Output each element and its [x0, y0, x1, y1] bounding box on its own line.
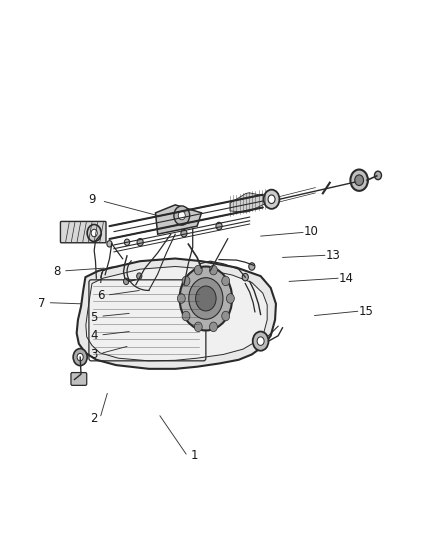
Text: 6: 6 — [97, 289, 105, 302]
Circle shape — [73, 349, 87, 366]
Circle shape — [216, 222, 222, 230]
Circle shape — [77, 353, 83, 361]
Text: 13: 13 — [325, 249, 340, 262]
Text: 10: 10 — [304, 225, 318, 238]
FancyBboxPatch shape — [60, 221, 106, 243]
Text: 14: 14 — [339, 272, 353, 285]
Circle shape — [268, 195, 275, 204]
Circle shape — [249, 263, 255, 270]
Polygon shape — [77, 259, 276, 369]
Circle shape — [209, 265, 217, 275]
Circle shape — [137, 273, 142, 279]
Text: 8: 8 — [53, 265, 60, 278]
Circle shape — [181, 230, 187, 237]
Circle shape — [257, 337, 264, 345]
Circle shape — [124, 239, 130, 246]
Circle shape — [137, 238, 143, 246]
Text: 3: 3 — [91, 348, 98, 361]
Circle shape — [350, 169, 368, 191]
Polygon shape — [155, 205, 201, 234]
Text: 5: 5 — [91, 311, 98, 324]
Circle shape — [222, 311, 230, 321]
Circle shape — [189, 278, 223, 319]
Circle shape — [182, 276, 190, 286]
Circle shape — [374, 171, 381, 180]
Circle shape — [124, 278, 129, 285]
FancyBboxPatch shape — [71, 373, 87, 385]
Circle shape — [222, 276, 230, 286]
Circle shape — [174, 206, 190, 225]
Polygon shape — [86, 266, 267, 361]
Text: 15: 15 — [358, 305, 373, 318]
Circle shape — [209, 322, 217, 332]
Circle shape — [178, 211, 185, 220]
Circle shape — [355, 175, 364, 185]
Circle shape — [194, 322, 202, 332]
Circle shape — [264, 190, 279, 209]
Text: 2: 2 — [90, 412, 98, 425]
Circle shape — [107, 240, 112, 247]
Circle shape — [242, 273, 248, 281]
Text: 9: 9 — [88, 193, 96, 206]
Circle shape — [226, 294, 234, 303]
Text: 1: 1 — [191, 449, 199, 462]
Circle shape — [196, 286, 216, 311]
Circle shape — [177, 294, 185, 303]
Text: 7: 7 — [38, 297, 46, 310]
Polygon shape — [230, 193, 265, 212]
Circle shape — [182, 311, 190, 321]
Circle shape — [91, 229, 97, 237]
Circle shape — [253, 332, 268, 351]
Circle shape — [180, 266, 232, 330]
Circle shape — [194, 265, 202, 275]
Circle shape — [87, 224, 101, 241]
Text: 4: 4 — [90, 329, 98, 342]
